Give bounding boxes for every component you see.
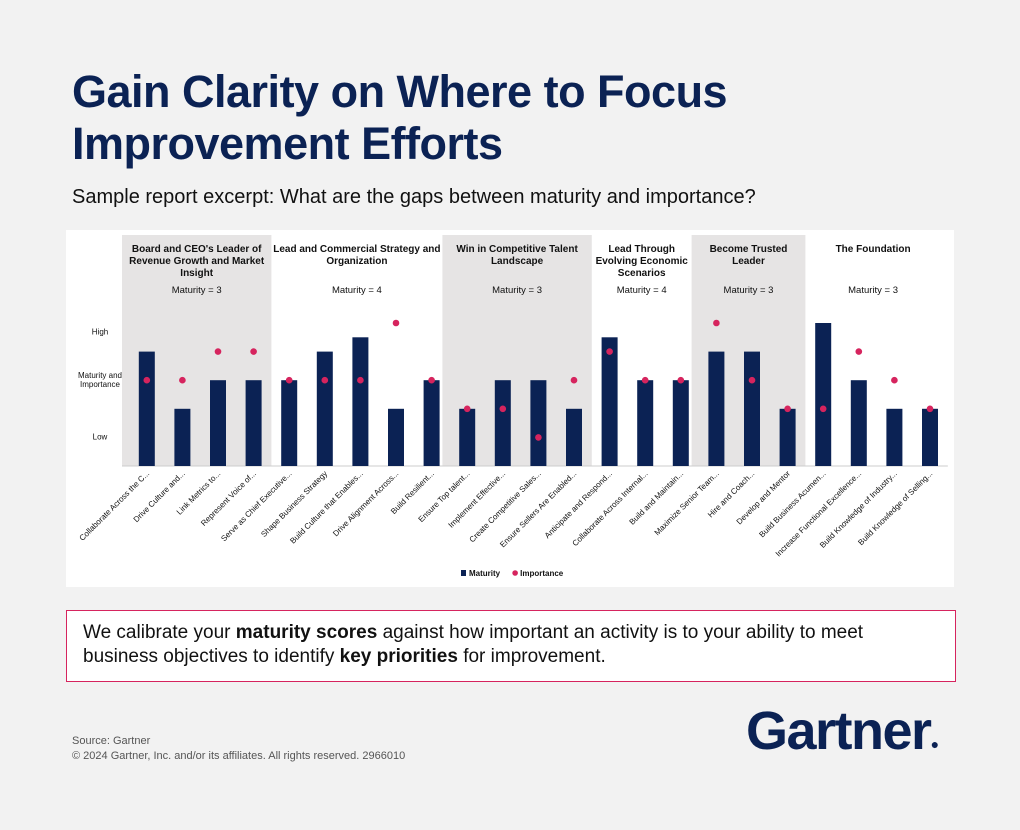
bar <box>174 408 191 466</box>
x-tick-label: Shape Business Strategy <box>259 469 329 539</box>
group-note: Maturity = 4 <box>331 285 382 296</box>
bar <box>494 380 511 466</box>
x-tick-label: Collaborate Across Internal... <box>571 469 650 548</box>
legend-swatch <box>461 570 466 576</box>
bar <box>388 408 404 466</box>
dot <box>713 319 720 327</box>
group-note: Maturity = 3 <box>723 285 774 296</box>
x-tick-label: Maximize Senior Team... <box>653 469 721 537</box>
dot <box>535 434 542 441</box>
bar <box>850 380 867 466</box>
bar <box>637 380 654 466</box>
x-tick-label: Build Culture that Enables... <box>288 469 364 545</box>
logo-text: Gartner <box>746 701 932 761</box>
y-tick-label: High <box>91 327 109 337</box>
group-note: Maturity = 3 <box>492 285 543 296</box>
dot <box>179 376 186 384</box>
group-title: Become Trusted Leader <box>709 244 788 267</box>
bar <box>744 351 760 466</box>
x-tick-label: Build Knowledge of Selling... <box>856 469 934 547</box>
legend-label: Importance <box>520 569 564 578</box>
dot <box>214 348 222 355</box>
group-note: Maturity = 4 <box>616 285 667 296</box>
x-tick-label: Anticipate and Respond... <box>543 469 614 540</box>
bar <box>922 408 938 466</box>
bar <box>672 380 689 466</box>
dot <box>357 376 364 384</box>
source: Source: Gartner © 2024 Gartner, Inc. and/… <box>72 734 405 764</box>
dot <box>677 376 685 384</box>
callout-bold: maturity scores <box>235 622 378 643</box>
group-title: Lead Through Evolving Economic Scenarios <box>595 244 688 279</box>
bar <box>886 408 903 466</box>
chart: Collaborate Across the C... Drive Culture… <box>66 230 954 587</box>
group-title: Win in Competitive Talent Landscape <box>456 244 578 267</box>
x-tick-label: Build Business Acumen... <box>757 469 827 539</box>
dot <box>855 348 863 355</box>
bar <box>281 380 298 466</box>
y-tick-label: Low <box>92 432 108 442</box>
dot <box>570 376 578 384</box>
dot <box>392 319 400 327</box>
bar <box>352 337 369 466</box>
bar <box>138 351 155 466</box>
chart-svg: Collaborate Across the C...Drive Culture… <box>78 235 948 578</box>
legend-label: Maturity <box>469 569 501 578</box>
dot <box>748 376 756 384</box>
dot <box>784 405 791 413</box>
x-tick-label: Serve as Chief Executive... <box>219 469 293 543</box>
bar <box>708 351 725 466</box>
dot <box>250 348 257 355</box>
dot <box>143 376 151 384</box>
group-note: Maturity = 3 <box>848 285 899 296</box>
dot <box>641 376 649 384</box>
title: Gain Clarity on Where to Focus Improveme… <box>72 66 728 169</box>
dot <box>428 376 435 384</box>
dot <box>606 348 613 355</box>
bar <box>566 408 582 466</box>
bar <box>245 380 262 466</box>
bar <box>530 380 547 466</box>
logo: Gartner● <box>746 700 939 762</box>
dot <box>463 405 471 413</box>
bar <box>601 337 618 466</box>
legend-swatch <box>512 570 518 576</box>
dot <box>321 376 329 384</box>
logo-mark: ● <box>930 736 939 752</box>
copyright: © 2024 Gartner, Inc. and/or its affiliat… <box>72 750 406 762</box>
callout-bold: key priorities <box>339 646 458 667</box>
group-title: Board and CEO's Leader of Revenue Growth… <box>129 244 265 279</box>
y-tick-label: Maturity and Importance <box>77 371 123 390</box>
x-tick-label: Create Competitive Sales... <box>468 469 543 544</box>
bar <box>815 323 832 466</box>
dot <box>891 376 898 384</box>
subtitle: Sample report excerpt: What are the gaps… <box>72 186 756 208</box>
bar <box>779 408 796 466</box>
callout: We calibrate your maturity scores agains… <box>66 610 956 682</box>
dot <box>499 405 507 413</box>
dot <box>285 376 293 384</box>
bar <box>210 380 226 466</box>
callout-text: We calibrate your <box>83 622 236 643</box>
group-note: Maturity = 3 <box>171 285 222 296</box>
group-title: The Foundation <box>835 244 911 255</box>
dot <box>926 405 934 413</box>
bar <box>423 380 440 466</box>
bar <box>459 408 476 466</box>
bar <box>316 351 333 466</box>
x-tick-label: Drive Alignment Across... <box>331 469 400 538</box>
callout-text: against how important an activity is to … <box>83 622 864 667</box>
group-title: Lead and Commercial Strategy and Organiz… <box>273 244 441 267</box>
x-tick-label: Collaborate Across the C... <box>78 469 152 543</box>
source-text: Source: Gartner <box>72 735 151 747</box>
dot <box>819 405 827 413</box>
callout-text: for improvement. <box>457 646 606 667</box>
